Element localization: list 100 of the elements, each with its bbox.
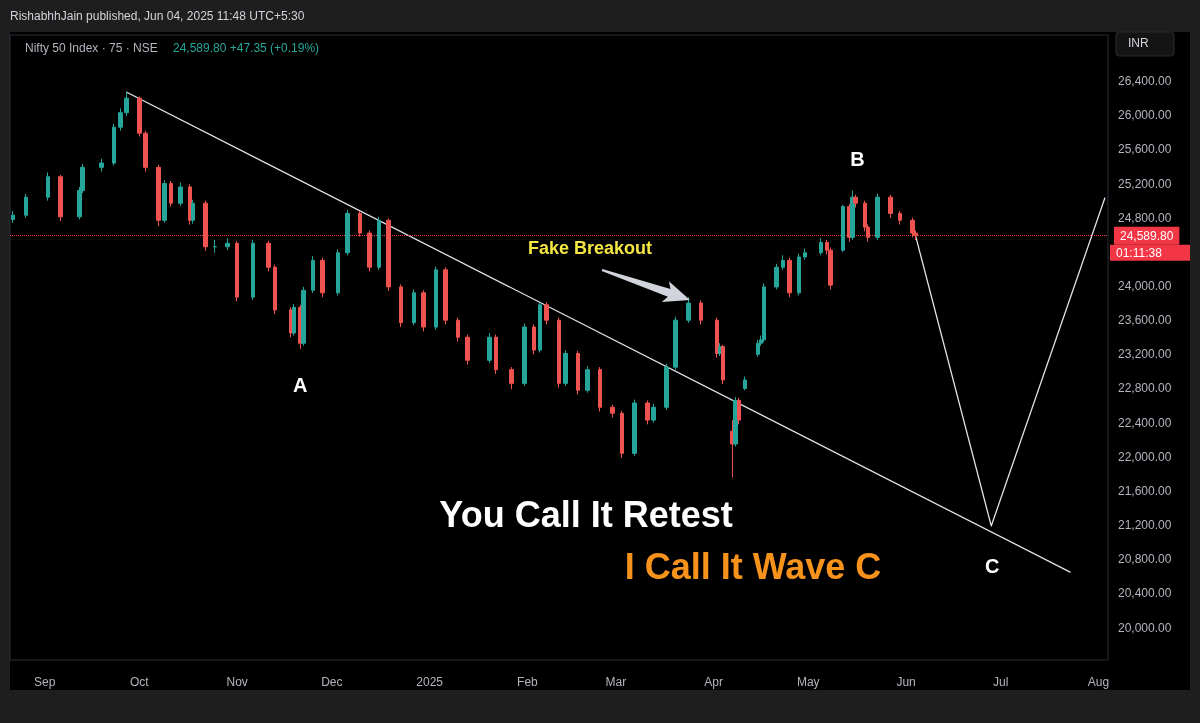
candlestick	[421, 289, 426, 332]
candlestick	[24, 193, 28, 219]
y-tick-label: 26,000.00	[1118, 108, 1172, 123]
candlestick	[585, 365, 590, 394]
candlestick	[888, 194, 893, 219]
candlestick	[178, 182, 183, 207]
y-tick-label: 22,800.00	[1118, 381, 1172, 396]
candlestick	[273, 264, 277, 315]
candlestick	[762, 282, 766, 343]
y-tick-label: 24,800.00	[1118, 210, 1172, 225]
text: 24,589.80 +47.35 (+0.19%)	[173, 41, 320, 55]
candlestick	[715, 317, 719, 359]
candlestick	[311, 255, 315, 294]
candlestick	[509, 366, 514, 390]
candlestick	[358, 210, 362, 237]
text: 01:11:38	[1116, 245, 1163, 260]
y-tick-label: 22,000.00	[1118, 449, 1172, 464]
candlestick	[320, 257, 325, 298]
candlestick	[494, 334, 498, 375]
candlestick	[737, 397, 741, 425]
candlestick	[756, 339, 760, 358]
candlestick	[557, 317, 561, 389]
candlestick	[651, 403, 656, 424]
x-tick-label: Feb	[517, 675, 539, 689]
candlestick	[191, 199, 195, 225]
candlestick	[235, 240, 239, 302]
candlestick	[292, 303, 296, 337]
candlestick	[850, 190, 855, 241]
candlestick	[803, 247, 807, 261]
candlestick	[99, 158, 104, 173]
y-tick-label: 20,000.00	[1118, 620, 1172, 635]
candlestick	[610, 404, 615, 419]
candlestick	[377, 216, 381, 271]
candlestick	[169, 180, 173, 208]
annotation: I Call It Wave C	[624, 545, 882, 587]
candlestick	[301, 286, 306, 347]
candlestick	[386, 218, 391, 292]
candlestick	[853, 194, 858, 208]
annotation: B	[850, 147, 865, 170]
candlestick	[532, 323, 536, 355]
candlestick	[910, 217, 915, 238]
candlestick	[266, 240, 271, 273]
candlestick	[225, 237, 230, 251]
candlestick	[345, 209, 350, 256]
candlestick	[544, 301, 549, 325]
candlestick	[774, 263, 779, 290]
x-tick-label: Mar	[605, 675, 627, 689]
annotation: C	[985, 554, 1000, 577]
text: Nifty 50 Index · 75 · NSE	[25, 41, 158, 55]
candlestick	[367, 230, 372, 273]
y-tick-label: 22,400.00	[1118, 415, 1172, 430]
candlestick	[336, 248, 340, 296]
y-tick-label: 23,600.00	[1118, 313, 1172, 328]
candlestick	[456, 317, 460, 343]
annotation: Fake Breakout	[527, 238, 653, 258]
candlestick	[58, 174, 63, 222]
text: INR	[1128, 36, 1149, 50]
candlestick	[188, 183, 192, 226]
candlestick	[673, 316, 678, 371]
candlestick	[632, 399, 637, 457]
x-tick-label: Sep	[34, 675, 56, 689]
candlestick	[598, 366, 602, 413]
candlestick	[563, 349, 568, 387]
x-tick-label: Dec	[321, 675, 343, 689]
candlestick	[781, 254, 785, 271]
x-tick-label: Jul	[993, 675, 1009, 689]
y-tick-label: 24,000.00	[1118, 279, 1172, 294]
candlestick	[46, 171, 50, 202]
candlestick	[686, 296, 691, 324]
candlestick	[538, 301, 542, 354]
candlestick	[251, 239, 255, 301]
candlestick	[213, 239, 217, 254]
x-tick-label: Aug	[1087, 675, 1110, 689]
x-tick-label: Jun	[896, 675, 916, 689]
candlestick	[399, 283, 403, 328]
candlestick	[434, 265, 438, 331]
text: RishabhhJain published, Jun 04, 2025 11:48 UTC+5:30	[10, 9, 305, 23]
x-tick-label: May	[796, 675, 820, 689]
candlestick	[645, 399, 650, 425]
candlestick	[487, 332, 492, 364]
candlestick	[664, 363, 669, 411]
candlestick	[787, 257, 792, 298]
candlestick	[620, 410, 624, 459]
x-tick-label: Nov	[226, 675, 248, 689]
candlestick	[797, 253, 801, 296]
y-tick-label: 20,800.00	[1118, 552, 1172, 567]
x-tick-label: Oct	[130, 675, 150, 689]
candlestick	[522, 323, 527, 387]
candlestick	[203, 200, 208, 252]
candlestick	[156, 164, 161, 227]
candlestick	[743, 376, 747, 391]
candlestick	[898, 210, 902, 226]
y-tick-label: 25,200.00	[1118, 176, 1172, 191]
y-tick-label: 23,200.00	[1118, 347, 1172, 362]
candlestick	[162, 179, 167, 224]
annotation: You Call It Retest	[439, 493, 733, 535]
candlestick	[841, 204, 845, 253]
candlestick	[412, 288, 416, 326]
candlestick	[819, 237, 823, 256]
x-tick-label: Apr	[704, 675, 723, 689]
